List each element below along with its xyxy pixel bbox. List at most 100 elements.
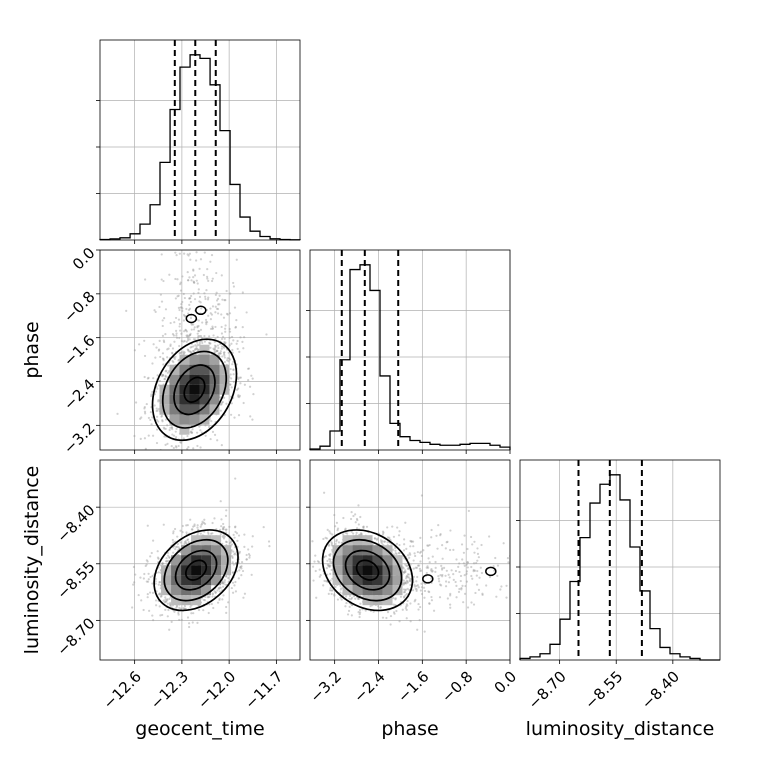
joint-geocent-time-vs-phase-sample-481	[171, 351, 174, 354]
joint-geocent-time-vs-luminosity-distance-sample-541	[156, 550, 159, 553]
joint-geocent-time-vs-luminosity-distance-density-1-2	[201, 585, 212, 596]
joint-geocent-time-vs-phase-sample-934	[182, 352, 185, 355]
joint-geocent-time-vs-phase-sample-1233	[163, 317, 166, 320]
joint-geocent-time-vs-phase-sample-1062	[175, 332, 178, 335]
joint-geocent-time-vs-phase-sample-383	[192, 323, 195, 326]
joint-geocent-time-vs-phase-sample-1310	[204, 295, 207, 298]
joint-geocent-time-vs-luminosity-distance-sample-1268	[242, 596, 245, 599]
joint-phase-vs-luminosity-distance-sample-602	[318, 568, 321, 571]
joint-geocent-time-vs-phase-sample-270	[197, 291, 200, 294]
joint-phase-vs-luminosity-distance-sample-309	[434, 560, 437, 564]
joint-phase-vs-luminosity-distance-sample-149	[357, 523, 360, 526]
joint-phase-vs-luminosity-distance-sample-1381	[365, 525, 369, 528]
joint-geocent-time-vs-phase-sample-1132	[234, 326, 237, 329]
joint-geocent-time-vs-phase-sample-157	[187, 445, 190, 449]
joint-geocent-time-vs-phase-sample-809	[183, 296, 186, 300]
joint-phase-vs-luminosity-distance-sample-1294	[470, 565, 473, 569]
joint-geocent-time-vs-phase-sample-1499	[190, 294, 193, 298]
joint-geocent-time-vs-phase-sample-1401	[162, 339, 165, 342]
joint-phase-vs-luminosity-distance-sample-1409	[359, 515, 362, 519]
joint-geocent-time-vs-phase-sample-1055	[177, 294, 180, 297]
joint-geocent-time-vs-phase-sample-595	[205, 289, 208, 292]
joint-geocent-time-vs-phase-sample-289	[215, 271, 218, 275]
joint-geocent-time-vs-phase-sample-781	[161, 419, 164, 422]
joint-phase-vs-luminosity-distance-sample-408	[348, 597, 351, 600]
joint-phase-vs-luminosity-distance-sample-595	[402, 583, 405, 586]
joint-geocent-time-vs-phase-sample-705	[160, 414, 163, 417]
joint-geocent-time-vs-phase-sample-1117	[179, 440, 182, 444]
joint-phase-vs-luminosity-distance-sample-276	[404, 570, 407, 573]
joint-phase-vs-luminosity-distance-sample-83	[408, 556, 411, 559]
joint-geocent-time-vs-luminosity-distance-sample-1317	[137, 593, 140, 597]
joint-geocent-time-vs-phase-sample-305	[216, 307, 220, 311]
joint-geocent-time-vs-luminosity-distance-sample-1473	[221, 585, 225, 588]
joint-phase-vs-luminosity-distance-sample-1007	[465, 572, 468, 575]
joint-geocent-time-vs-luminosity-distance-sample-575	[231, 555, 234, 558]
joint-geocent-time-vs-luminosity-distance-sample-703	[174, 547, 177, 551]
joint-geocent-time-vs-phase-sample-1111	[157, 399, 160, 402]
joint-geocent-time-vs-phase-density--3-1	[159, 394, 170, 405]
joint-geocent-time-vs-phase-sample-723	[158, 339, 161, 342]
joint-geocent-time-vs-phase-sample-1270	[165, 369, 168, 372]
joint-geocent-time-vs-luminosity-distance-sample-911	[221, 528, 225, 531]
joint-geocent-time-vs-phase-sample-558	[220, 325, 223, 329]
joint-phase-vs-luminosity-distance-sample-80	[346, 613, 350, 616]
joint-geocent-time-vs-luminosity-distance-sample-770	[245, 558, 248, 561]
joint-phase-vs-luminosity-distance-sample-323	[404, 588, 408, 591]
joint-phase-vs-luminosity-distance-sample-269	[336, 598, 340, 601]
joint-phase-vs-luminosity-distance-sample-1050	[473, 540, 476, 543]
joint-geocent-time-vs-luminosity-distance-sample-1373	[227, 576, 230, 580]
joint-geocent-time-vs-luminosity-distance-sample-1480	[202, 609, 205, 612]
joint-phase-vs-luminosity-distance-sample-1426	[357, 504, 360, 507]
xtick-label-phase-1: −2.4	[350, 668, 388, 706]
joint-geocent-time-vs-luminosity-distance-sample-1160	[199, 525, 202, 528]
joint-geocent-time-vs-luminosity-distance-sample-251	[232, 550, 235, 553]
joint-phase-vs-luminosity-distance-sample-32	[358, 608, 362, 612]
joint-geocent-time-vs-phase-sample-1188	[186, 334, 189, 337]
joint-phase-vs-luminosity-distance-sample-376	[448, 548, 452, 552]
joint-geocent-time-vs-luminosity-distance-sample-978	[211, 521, 214, 525]
joint-geocent-time-vs-luminosity-distance-sample-811	[166, 602, 169, 605]
joint-geocent-time-vs-phase-sample-859	[140, 416, 143, 419]
joint-geocent-time-vs-luminosity-distance-sample-504	[151, 574, 154, 577]
joint-geocent-time-vs-luminosity-distance-sample-1025	[237, 577, 240, 580]
joint-phase-vs-luminosity-distance-sample-178	[414, 566, 417, 569]
joint-phase-vs-luminosity-distance-sample-1281	[398, 620, 401, 623]
joint-geocent-time-vs-phase-sample-91	[179, 306, 182, 309]
joint-geocent-time-vs-phase-sample-374	[178, 336, 181, 340]
joint-phase-vs-luminosity-distance-sample-304	[455, 596, 458, 599]
joint-geocent-time-vs-phase-sample-1012	[153, 309, 156, 312]
joint-geocent-time-vs-luminosity-distance-sample-85	[189, 518, 192, 521]
joint-geocent-time-vs-luminosity-distance-sample-50	[267, 540, 271, 543]
joint-geocent-time-vs-luminosity-distance-density--3-1	[161, 575, 172, 586]
joint-geocent-time-vs-phase-sample-1186	[190, 431, 194, 434]
joint-geocent-time-vs-luminosity-distance-sample-874	[202, 598, 205, 602]
joint-phase-vs-luminosity-distance-sample-864	[323, 491, 326, 494]
joint-geocent-time-vs-phase-sample-129	[143, 375, 146, 379]
joint-geocent-time-vs-phase-sample-1207	[185, 340, 188, 343]
joint-geocent-time-vs-luminosity-distance-sample-467	[183, 541, 186, 544]
joint-geocent-time-vs-luminosity-distance-sample-745	[218, 598, 221, 602]
joint-phase-vs-luminosity-distance-sample-1383	[355, 527, 359, 530]
joint-phase-vs-luminosity-distance-sample-45	[403, 571, 406, 574]
joint-geocent-time-vs-phase-sample-614	[214, 346, 217, 349]
joint-geocent-time-vs-luminosity-distance-sample-655	[240, 574, 243, 577]
joint-phase-vs-luminosity-distance-sample-98	[473, 569, 477, 572]
joint-geocent-time-vs-phase-sample-582	[159, 355, 162, 359]
joint-geocent-time-vs-luminosity-distance-sample-482	[221, 535, 224, 538]
joint-geocent-time-vs-luminosity-distance-sample-674	[196, 621, 199, 624]
joint-geocent-time-vs-phase-sample-193	[221, 355, 224, 358]
joint-geocent-time-vs-phase-contour-1	[173, 364, 216, 416]
joint-geocent-time-vs-phase-sample-420	[234, 325, 238, 329]
ylabel-phase: phase	[21, 321, 43, 378]
joint-geocent-time-vs-phase-sample-745	[204, 424, 207, 427]
joint-geocent-time-vs-phase-sample-65	[187, 335, 190, 338]
joint-geocent-time-vs-luminosity-distance-sample-1006	[158, 593, 161, 596]
joint-phase-vs-luminosity-distance-sample-1335	[403, 543, 406, 546]
joint-geocent-time-vs-phase-sample-824	[133, 434, 136, 438]
joint-geocent-time-vs-luminosity-distance-sample-1270	[157, 571, 160, 574]
joint-geocent-time-vs-luminosity-distance-sample-921	[165, 599, 168, 603]
joint-geocent-time-vs-luminosity-distance-sample-973	[171, 538, 174, 542]
joint-geocent-time-vs-phase-sample-48	[195, 279, 198, 282]
